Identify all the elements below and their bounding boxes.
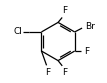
Text: F: F [62, 68, 67, 77]
Text: F: F [62, 6, 67, 15]
Text: Br: Br [85, 22, 95, 31]
Text: F: F [84, 47, 89, 56]
Text: F: F [45, 68, 50, 77]
Text: Cl: Cl [13, 27, 22, 36]
